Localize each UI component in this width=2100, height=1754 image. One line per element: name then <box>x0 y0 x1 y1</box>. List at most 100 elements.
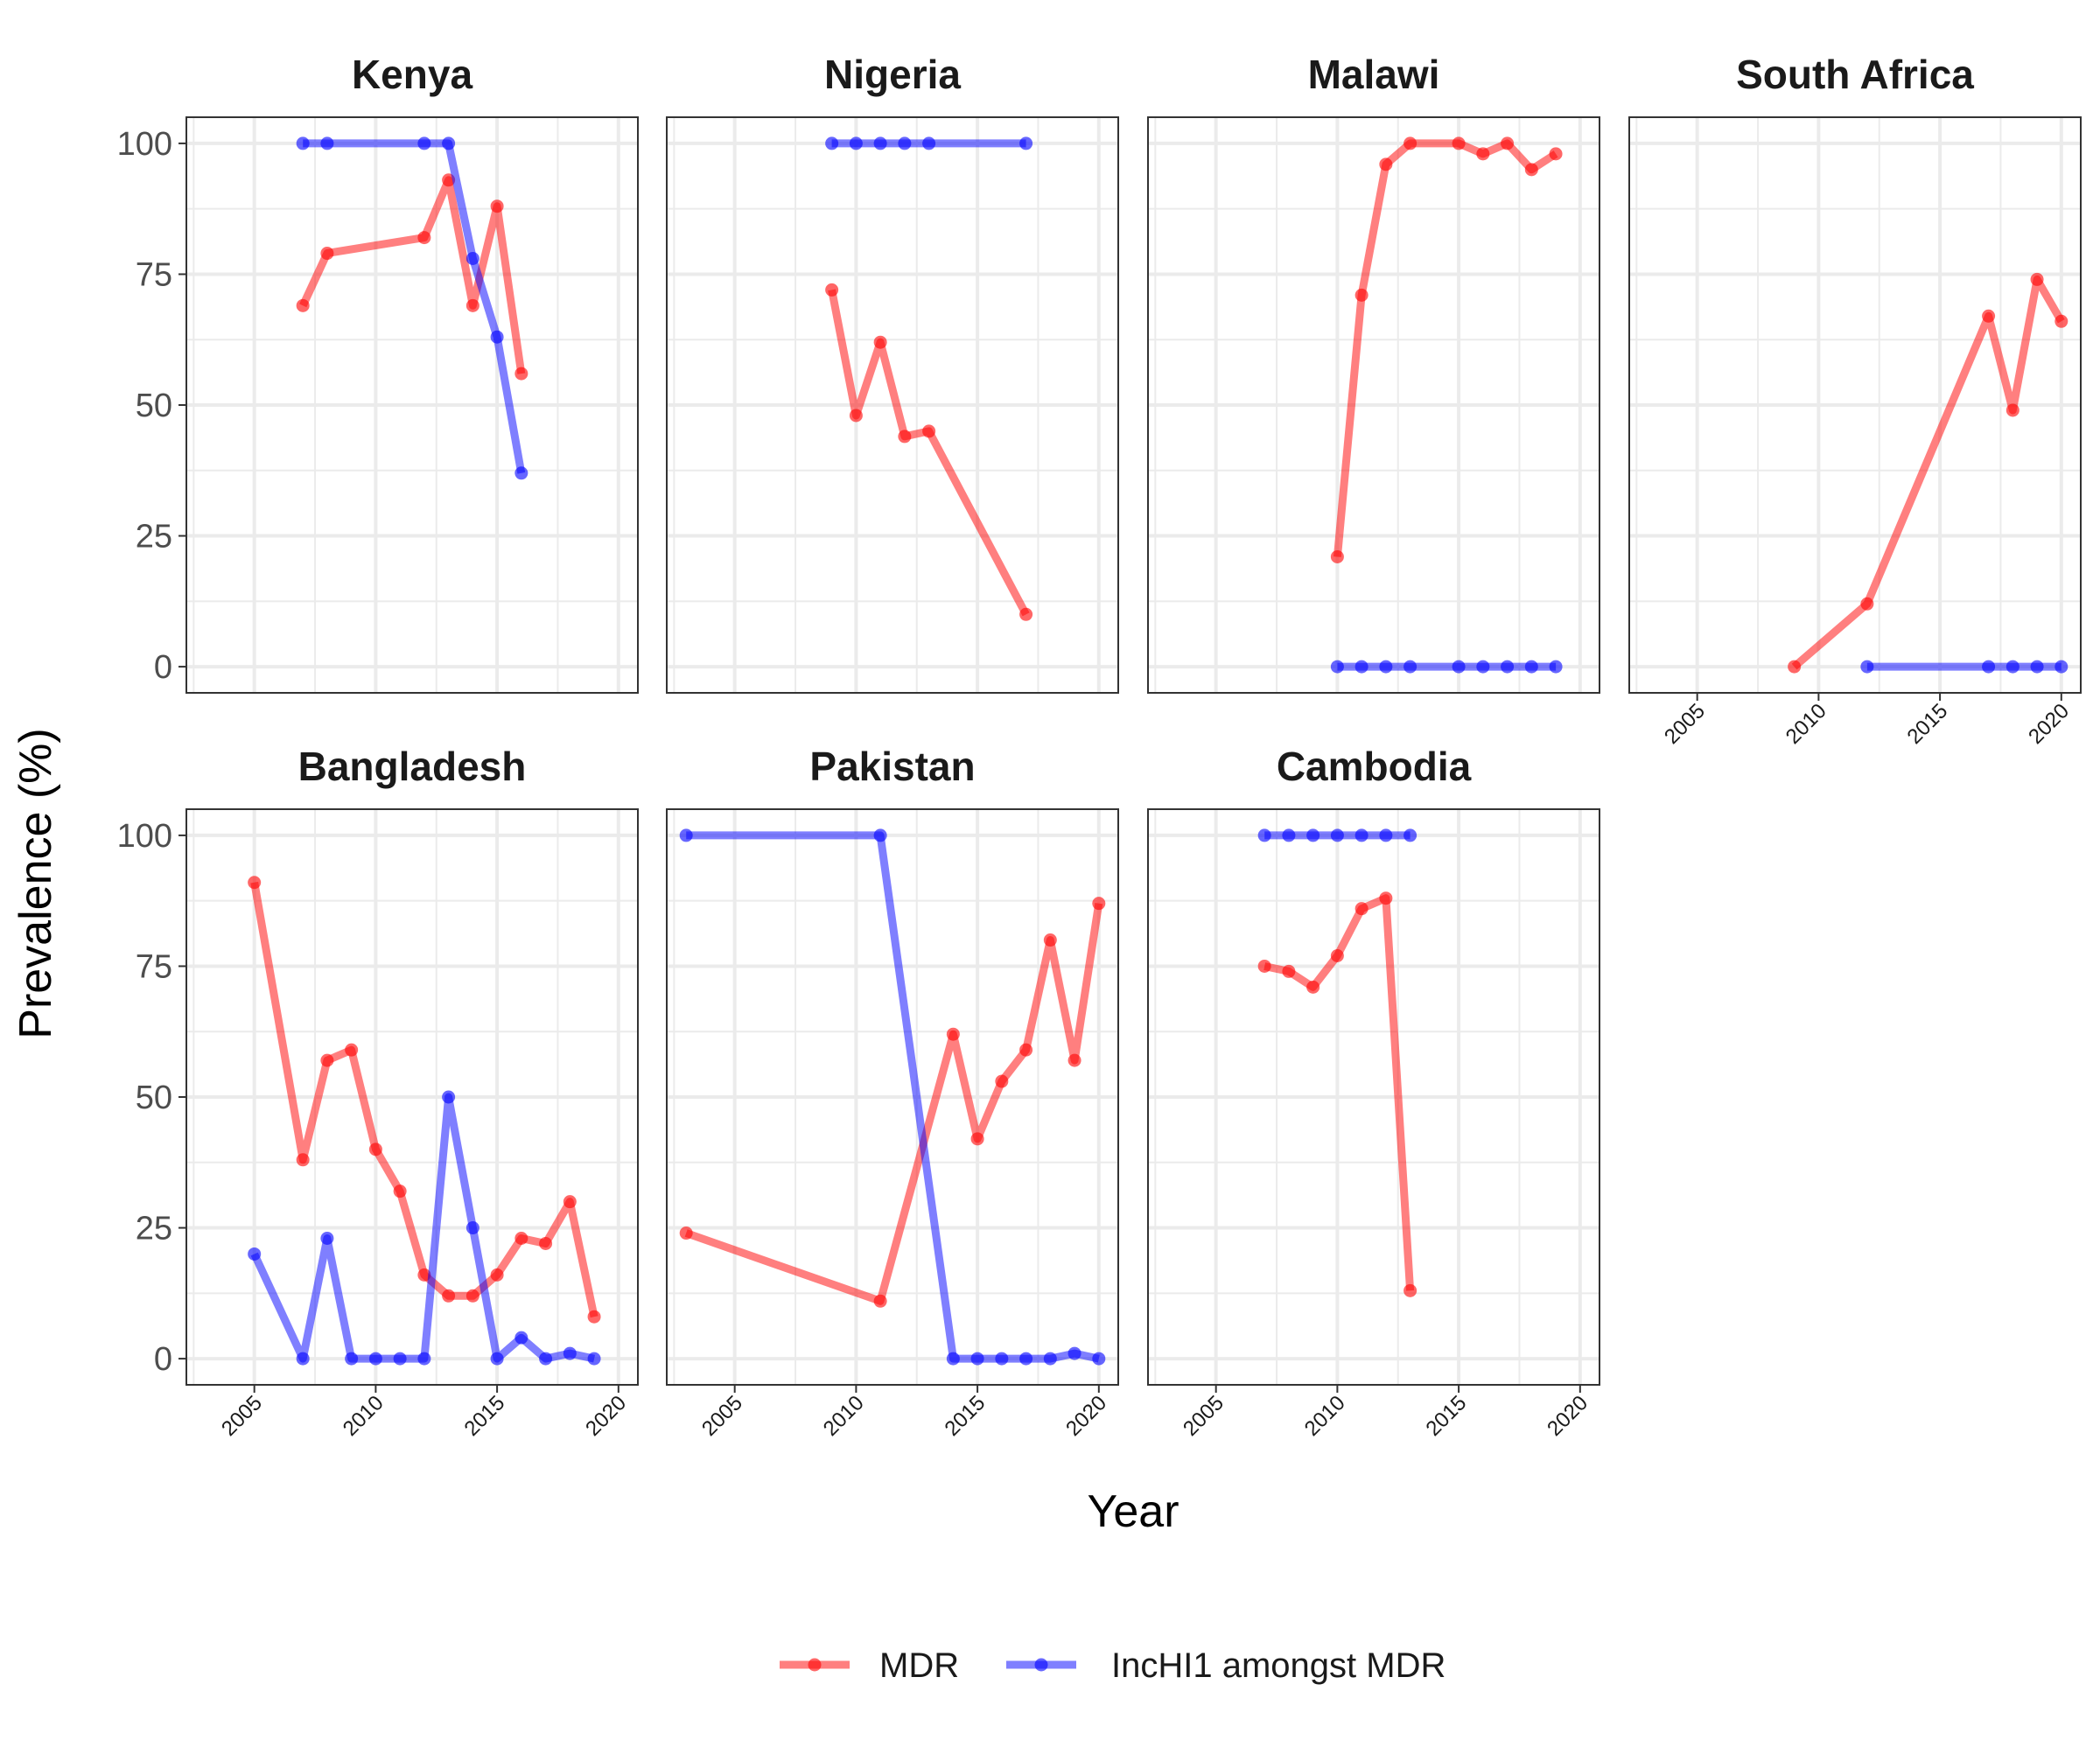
data-point-mdr <box>320 247 334 261</box>
data-point-mdr <box>1379 891 1393 905</box>
data-point-mdr <box>1306 980 1320 994</box>
data-point-inchi1 <box>1549 660 1563 674</box>
y-tick-label: 50 <box>136 1080 172 1116</box>
data-point-mdr <box>679 1226 693 1240</box>
data-point-inchi1 <box>1068 1346 1082 1360</box>
x-tick-label: 2010 <box>1782 699 1831 749</box>
facet-malawi: Malawi <box>1147 52 1600 694</box>
data-point-mdr <box>417 231 431 245</box>
data-point-mdr <box>995 1074 1009 1088</box>
series-line-mdr <box>828 289 1030 617</box>
data-point-inchi1 <box>922 136 936 150</box>
data-point-mdr <box>490 199 504 213</box>
data-point-mdr <box>345 1043 359 1057</box>
y-tick-label: 75 <box>136 948 172 985</box>
data-point-mdr <box>442 1289 456 1303</box>
data-point-inchi1 <box>539 1352 553 1366</box>
x-tick-label: 2020 <box>581 1391 631 1441</box>
facet-title-nigeria: Nigeria <box>824 52 961 97</box>
data-point-inchi1 <box>466 252 480 266</box>
legend-item-inchi1: IncHI1 amongst MDR <box>1006 1646 1446 1685</box>
data-point-mdr <box>922 424 936 438</box>
facet-panels: Kenya 0 25 50 75 100 Nigeria Malawi South Africa… <box>117 52 2082 1441</box>
data-point-inchi1 <box>1404 660 1418 674</box>
data-point-mdr <box>320 1053 334 1067</box>
data-point-inchi1 <box>970 1352 984 1366</box>
data-point-inchi1 <box>849 136 863 150</box>
data-point-mdr <box>296 1153 310 1167</box>
data-point-inchi1 <box>873 828 887 842</box>
data-point-inchi1 <box>442 136 456 150</box>
data-point-inchi1 <box>1330 660 1344 674</box>
x-tick-label: 2005 <box>697 1391 747 1441</box>
data-point-inchi1 <box>995 1352 1009 1366</box>
data-point-mdr <box>946 1027 960 1041</box>
x-tick-label: 2020 <box>1061 1391 1111 1441</box>
data-point-inchi1 <box>1524 660 1538 674</box>
data-point-inchi1 <box>2006 660 2020 674</box>
series-inchi1-cambodia <box>1257 828 1418 842</box>
data-point-inchi1 <box>679 828 693 842</box>
series-line-mdr <box>1791 275 2065 670</box>
data-point-inchi1 <box>587 1352 601 1366</box>
y-tick-label: 100 <box>117 126 172 163</box>
series-mdr-south-africa <box>1788 272 2068 674</box>
data-point-mdr <box>1452 136 1466 150</box>
x-tick-label: 2005 <box>1179 1391 1228 1441</box>
legend-label-inchi1: IncHI1 amongst MDR <box>1111 1646 1446 1685</box>
data-point-mdr <box>898 430 912 444</box>
series-mdr-pakistan <box>679 897 1106 1308</box>
data-point-mdr <box>1860 597 1874 611</box>
data-point-mdr <box>417 1268 431 1282</box>
facet-south-africa: South Africa 2005 2010 2015 2020 <box>1628 52 2082 749</box>
data-point-mdr <box>248 876 262 890</box>
data-point-inchi1 <box>1043 1352 1057 1366</box>
data-point-mdr <box>1404 1283 1418 1297</box>
facet-title-bangladesh: Bangladesh <box>298 744 527 789</box>
data-point-inchi1 <box>320 136 334 150</box>
data-point-mdr <box>1330 549 1344 563</box>
data-point-mdr <box>2006 403 2020 417</box>
data-point-inchi1 <box>898 136 912 150</box>
data-point-mdr <box>563 1195 577 1209</box>
gridlines <box>186 117 638 693</box>
data-point-inchi1 <box>320 1232 334 1246</box>
facet-title-cambodia: Cambodia <box>1277 744 1472 789</box>
data-point-inchi1 <box>1282 828 1296 842</box>
y-tick-label: 25 <box>136 519 172 556</box>
data-point-inchi1 <box>490 330 504 344</box>
data-point-inchi1 <box>1476 660 1490 674</box>
data-point-inchi1 <box>2030 660 2044 674</box>
data-point-mdr <box>1524 163 1538 177</box>
series-inchi1-bangladesh <box>248 1090 601 1366</box>
data-point-mdr <box>1404 136 1418 150</box>
data-point-inchi1 <box>1330 828 1344 842</box>
data-point-mdr <box>1788 660 1802 674</box>
x-tick-label: 2015 <box>1421 1391 1471 1441</box>
data-point-mdr <box>2054 314 2068 328</box>
y-tick-label: 100 <box>117 818 172 855</box>
legend-item-mdr: MDR <box>780 1646 959 1685</box>
data-point-inchi1 <box>1501 660 1515 674</box>
data-point-mdr <box>1982 309 1996 323</box>
data-point-mdr <box>1043 933 1057 947</box>
data-point-inchi1 <box>393 1352 407 1366</box>
y-axis-title: Prevalence (%) <box>10 728 61 1038</box>
series-inchi1-malawi <box>1330 660 1563 674</box>
data-point-inchi1 <box>1019 1352 1033 1366</box>
data-point-inchi1 <box>1257 828 1271 842</box>
panel-border <box>1147 116 1600 694</box>
data-point-mdr <box>1257 959 1271 973</box>
y-tick-label: 0 <box>154 649 172 686</box>
data-point-inchi1 <box>1404 828 1418 842</box>
y-tick-label: 0 <box>154 1341 172 1378</box>
data-point-mdr <box>849 409 863 423</box>
data-point-inchi1 <box>1379 660 1393 674</box>
data-point-inchi1 <box>514 1331 528 1345</box>
data-point-mdr <box>1068 1053 1082 1067</box>
panel-border <box>666 116 1119 694</box>
series-inchi1-south-africa <box>1860 660 2068 674</box>
panel-border <box>1628 116 2082 694</box>
data-point-mdr <box>466 1289 480 1303</box>
